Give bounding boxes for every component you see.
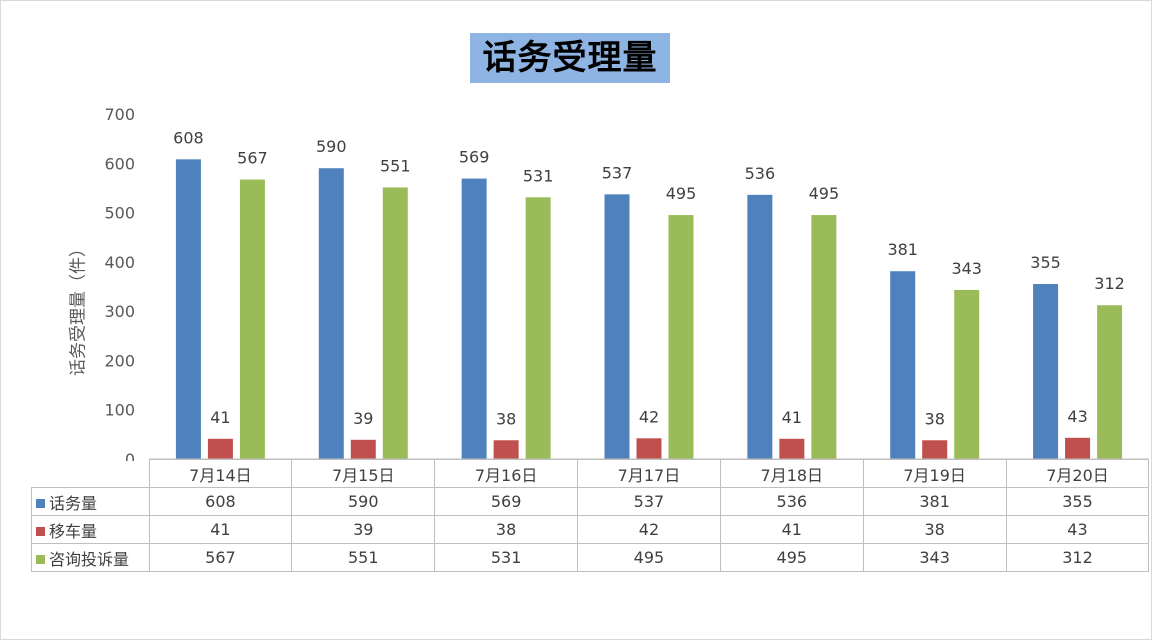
data-label: 567	[237, 149, 268, 168]
legend-swatch	[36, 554, 45, 564]
chart-title: 话务受理量	[470, 33, 670, 83]
data-label: 42	[639, 407, 659, 426]
table-cell: 569	[434, 487, 579, 516]
data-label: 495	[666, 184, 697, 203]
table-row: 移车量 41 39 38 42 41 38 43	[31, 515, 1150, 544]
bar-2-3	[493, 440, 519, 459]
table-cell: 38	[862, 515, 1007, 544]
table-cell: 537	[577, 487, 721, 516]
series-legend-cell: 移车量	[31, 515, 150, 544]
y-tick-label: 600	[104, 154, 135, 173]
y-tick-label: 500	[104, 204, 135, 223]
table-cell: 495	[719, 543, 864, 572]
table-cell: 608	[148, 487, 293, 516]
data-label: 38	[925, 409, 945, 428]
data-label: 590	[316, 137, 347, 156]
table-cell: 38	[434, 515, 579, 544]
table-cell: 531	[434, 543, 579, 572]
series-legend-cell: 咨询投诉量	[31, 543, 150, 572]
table-cell: 355	[1005, 487, 1150, 516]
bar-3-2	[382, 187, 408, 459]
y-tick-label: 400	[104, 253, 135, 272]
data-label: 495	[809, 184, 840, 203]
legend-swatch	[36, 526, 45, 536]
bar-1-5	[747, 194, 773, 460]
data-label: 569	[459, 148, 490, 167]
category-label: 7月18日	[719, 459, 864, 488]
table-header-row: 7月14日 7月15日 7月16日 7月17日 7月18日 7月19日 7月20日	[31, 459, 1150, 488]
data-label: 608	[173, 128, 204, 147]
data-label: 343	[951, 259, 982, 278]
data-label: 41	[210, 408, 230, 427]
series-name: 移车量	[49, 521, 98, 541]
bar-1-4	[604, 194, 630, 460]
table-corner	[31, 459, 150, 488]
table-cell: 41	[148, 515, 293, 544]
bar-3-6	[954, 289, 980, 459]
bar-1-7	[1033, 284, 1059, 459]
table-cell: 43	[1005, 515, 1150, 544]
table-cell: 495	[577, 543, 721, 572]
y-tick-label: 700	[104, 105, 135, 124]
bar-2-1	[207, 438, 233, 459]
bar-2-7	[1065, 437, 1091, 459]
y-tick-label: 100	[104, 401, 135, 420]
table-cell: 39	[291, 515, 436, 544]
category-label: 7月20日	[1005, 459, 1150, 488]
bar-3-7	[1097, 305, 1123, 459]
table-cell: 312	[1005, 543, 1150, 572]
bar-2-6	[922, 440, 948, 459]
data-label: 355	[1030, 253, 1061, 272]
data-label: 537	[602, 163, 633, 182]
category-label: 7月17日	[577, 459, 721, 488]
table-cell: 551	[291, 543, 436, 572]
table-cell: 536	[719, 487, 864, 516]
table-cell: 343	[862, 543, 1007, 572]
bar-1-3	[461, 178, 487, 460]
bar-3-4	[668, 215, 694, 459]
bar-1-2	[318, 168, 344, 459]
data-label: 41	[782, 408, 802, 427]
category-label: 7月19日	[862, 459, 1007, 488]
table-cell: 41	[719, 515, 864, 544]
data-label: 381	[887, 240, 918, 259]
bar-3-1	[239, 179, 265, 460]
bar-1-1	[175, 159, 201, 460]
data-label: 531	[523, 166, 554, 185]
bar-2-5	[779, 438, 805, 459]
bar-3-5	[811, 215, 837, 459]
table-cell: 381	[862, 487, 1007, 516]
table-cell: 567	[148, 543, 293, 572]
bar-2-2	[350, 439, 376, 459]
category-label: 7月15日	[291, 459, 436, 488]
data-label: 536	[745, 164, 776, 183]
data-label: 39	[353, 409, 373, 428]
series-name: 咨询投诉量	[49, 549, 130, 569]
bar-3-3	[525, 197, 551, 460]
chart-plot: 0 100 200 300 400 500 600 700 608 41 567 590 39 551 56…	[104, 105, 1149, 461]
table-row: 咨询投诉量 567 551 531 495 495 343 312	[31, 543, 1150, 572]
table-row: 话务量 608 590 569 537 536 381 355	[31, 487, 1150, 516]
table-cell: 42	[577, 515, 721, 544]
series-legend-cell: 话务量	[31, 487, 150, 516]
data-label: 43	[1067, 407, 1087, 426]
category-label: 7月16日	[434, 459, 579, 488]
data-label: 38	[496, 409, 516, 428]
legend-swatch	[36, 498, 45, 508]
data-table: 7月14日 7月15日 7月16日 7月17日 7月18日 7月19日 7月20日话务量 60…	[31, 459, 1150, 572]
bar-2-4	[636, 438, 662, 459]
y-tick-label: 200	[104, 351, 135, 370]
bar-1-6	[890, 271, 916, 459]
category-label: 7月14日	[148, 459, 293, 488]
data-label: 312	[1094, 274, 1125, 293]
data-label: 551	[380, 156, 411, 175]
table-cell: 590	[291, 487, 436, 516]
series-name: 话务量	[49, 493, 98, 513]
y-tick-label: 300	[104, 302, 135, 321]
y-tick-label: 0	[125, 450, 135, 461]
